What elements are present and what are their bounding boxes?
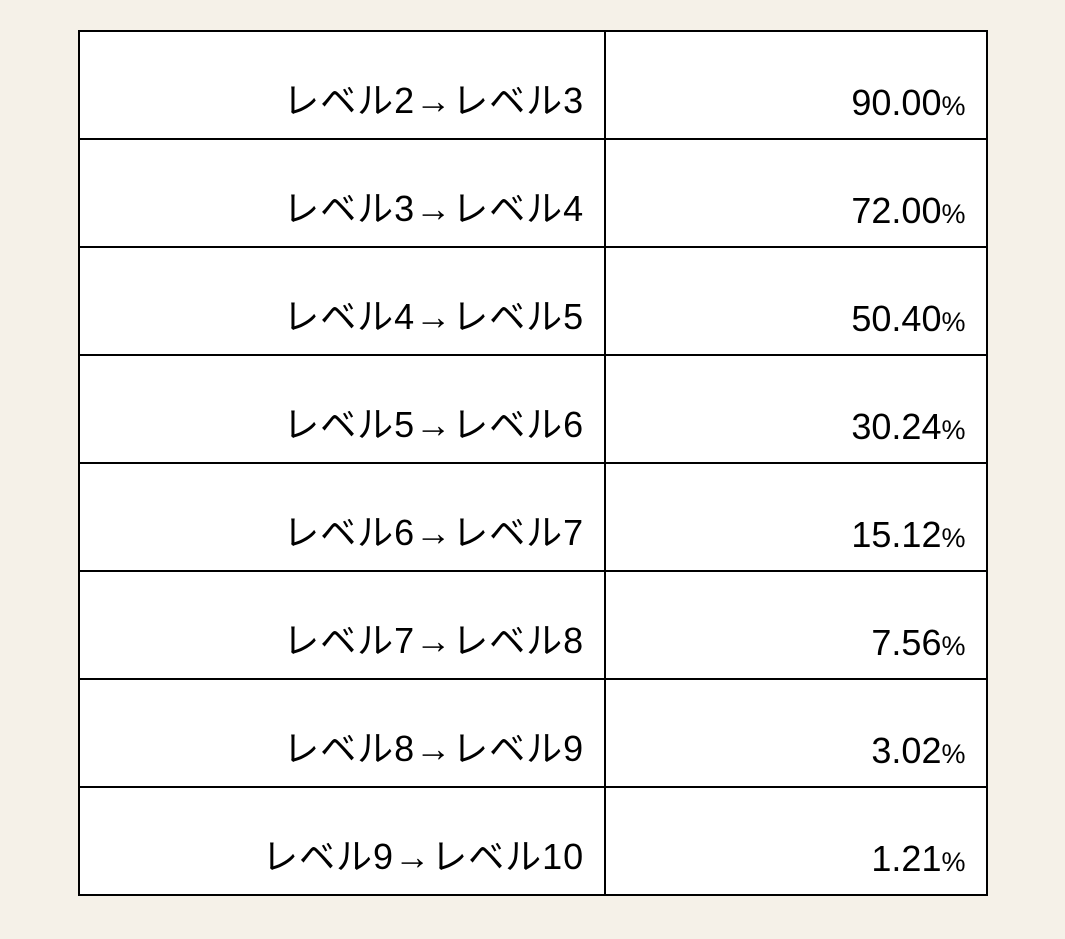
table-row: レベル3→レベル4 72.00% <box>79 139 987 247</box>
percentage-cell: 90.00% <box>605 31 986 139</box>
percentage-value: 3.02 <box>871 730 941 771</box>
level-label-cell: レベル9→レベル10 <box>79 787 606 895</box>
percentage-value: 7.56 <box>871 622 941 663</box>
percentage-cell: 50.40% <box>605 247 986 355</box>
percentage-value: 50.40 <box>851 298 941 339</box>
level-label-cell: レベル5→レベル6 <box>79 355 606 463</box>
level-label-cell: レベル8→レベル9 <box>79 679 606 787</box>
table-row: レベル7→レベル8 7.56% <box>79 571 987 679</box>
table-row: レベル9→レベル10 1.21% <box>79 787 987 895</box>
level-label-cell: レベル7→レベル8 <box>79 571 606 679</box>
table-body: レベル2→レベル3 90.00% レベル3→レベル4 72.00% レベル4→レ… <box>79 31 987 895</box>
percentage-value: 72.00 <box>851 190 941 231</box>
percentage-value: 30.24 <box>851 406 941 447</box>
level-label-cell: レベル4→レベル5 <box>79 247 606 355</box>
percent-symbol: % <box>941 739 965 769</box>
percentage-cell: 1.21% <box>605 787 986 895</box>
percentage-cell: 3.02% <box>605 679 986 787</box>
table-row: レベル6→レベル7 15.12% <box>79 463 987 571</box>
percentage-cell: 72.00% <box>605 139 986 247</box>
percent-symbol: % <box>941 199 965 229</box>
percent-symbol: % <box>941 415 965 445</box>
percentage-cell: 30.24% <box>605 355 986 463</box>
level-label-cell: レベル6→レベル7 <box>79 463 606 571</box>
level-transition-table-container: レベル2→レベル3 90.00% レベル3→レベル4 72.00% レベル4→レ… <box>78 30 988 896</box>
percent-symbol: % <box>941 91 965 121</box>
percentage-cell: 15.12% <box>605 463 986 571</box>
percentage-value: 15.12 <box>851 514 941 555</box>
level-transition-table: レベル2→レベル3 90.00% レベル3→レベル4 72.00% レベル4→レ… <box>78 30 988 896</box>
table-row: レベル2→レベル3 90.00% <box>79 31 987 139</box>
percent-symbol: % <box>941 523 965 553</box>
table-row: レベル5→レベル6 30.24% <box>79 355 987 463</box>
level-label-cell: レベル3→レベル4 <box>79 139 606 247</box>
percentage-value: 1.21 <box>871 838 941 879</box>
table-row: レベル4→レベル5 50.40% <box>79 247 987 355</box>
percentage-cell: 7.56% <box>605 571 986 679</box>
percent-symbol: % <box>941 631 965 661</box>
percent-symbol: % <box>941 307 965 337</box>
percentage-value: 90.00 <box>851 82 941 123</box>
level-label-cell: レベル2→レベル3 <box>79 31 606 139</box>
percent-symbol: % <box>941 847 965 877</box>
table-row: レベル8→レベル9 3.02% <box>79 679 987 787</box>
